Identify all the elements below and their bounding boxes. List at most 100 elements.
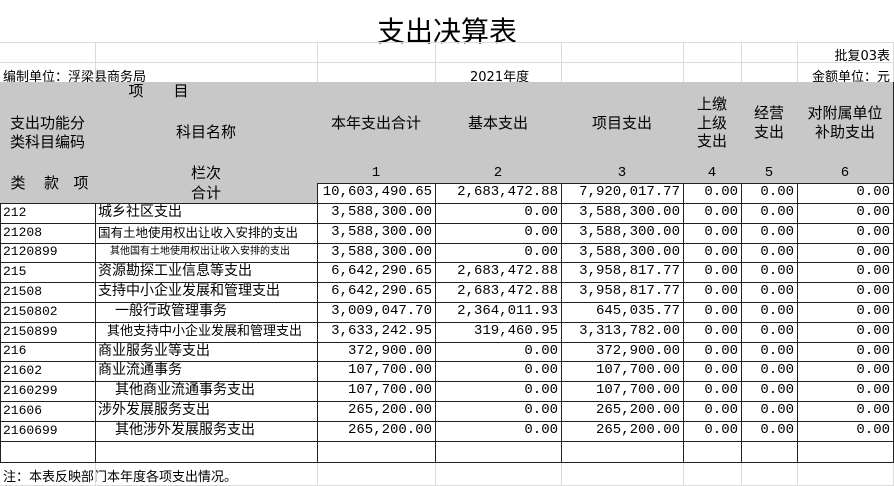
row-value: 6,642,290.65 — [317, 282, 436, 303]
row-value: 0.00 — [797, 361, 894, 382]
total-value: 7,920,017.77 — [561, 183, 684, 204]
row-value: 3,958,817.77 — [561, 262, 684, 283]
row-code: 2160699 — [0, 421, 96, 442]
row-value: 0.00 — [797, 203, 894, 224]
row-value: 3,588,300.00 — [561, 203, 684, 224]
row-value: 3,958,817.77 — [561, 282, 684, 303]
total-value: 0.00 — [797, 183, 894, 204]
column-row-label: 栏次 — [95, 164, 318, 184]
row-value: 0.00 — [741, 282, 798, 303]
currency: 金额单位：元 — [811, 70, 890, 85]
row-code: 2150802 — [0, 302, 96, 323]
row-value: 0.00 — [683, 243, 742, 263]
row-value: 3,313,782.00 — [561, 322, 684, 343]
sheet-grid — [561, 42, 562, 82]
row-value: 6,642,290.65 — [317, 262, 436, 283]
row-value: 0.00 — [741, 361, 798, 382]
row-value: 0.00 — [741, 302, 798, 323]
sheet-grid — [741, 42, 742, 82]
sheet-grid — [797, 42, 798, 82]
row-value: 0.00 — [797, 223, 894, 244]
sheet-grid — [435, 462, 436, 486]
column-header: 对附属单位补助支出 — [797, 82, 894, 165]
row-value: 0.00 — [797, 282, 894, 303]
row-code: 21208 — [0, 223, 96, 244]
row-value: 0.00 — [797, 322, 894, 343]
row-value: 0.00 — [435, 381, 562, 402]
row-value: 265,200.00 — [317, 421, 436, 442]
row-code: 2120899 — [0, 243, 96, 263]
row-name: 资源勘探工业信息等支出 — [95, 262, 318, 283]
group-header: 项 目 — [0, 82, 318, 102]
row-value: 0.00 — [435, 361, 562, 382]
row-value: 265,200.00 — [317, 401, 436, 422]
row-value: 0.00 — [435, 243, 562, 263]
column-number: 4 — [683, 164, 742, 184]
row-value: 0.00 — [797, 243, 894, 263]
row-value: 645,035.77 — [561, 302, 684, 323]
row-value: 0.00 — [741, 243, 798, 263]
row-value: 0.00 — [435, 342, 562, 362]
row-value: 0.00 — [683, 401, 742, 422]
sheet-grid — [0, 42, 894, 43]
row-code: 21602 — [0, 361, 96, 382]
class-label: 类 — [0, 164, 37, 204]
sheet-grid — [95, 42, 96, 82]
row-value: 265,200.00 — [561, 401, 684, 422]
row-value: 0.00 — [683, 381, 742, 402]
row-value: 3,588,300.00 — [317, 203, 436, 224]
sheet-grid — [797, 462, 798, 486]
sheet-grid — [317, 42, 318, 82]
row-value: 3,588,300.00 — [317, 243, 436, 263]
total-value: 2,683,472.88 — [435, 183, 562, 204]
empty-cell — [741, 441, 798, 463]
row-value: 265,200.00 — [561, 421, 684, 442]
row-value: 3,588,300.00 — [561, 223, 684, 244]
sheet-grid — [317, 462, 318, 486]
row-name: 一般行政管理事务 — [95, 302, 318, 323]
row-value: 107,700.00 — [561, 361, 684, 382]
row-value: 0.00 — [683, 421, 742, 442]
row-value: 0.00 — [435, 401, 562, 422]
row-value: 0.00 — [797, 262, 894, 283]
row-value: 107,700.00 — [317, 361, 436, 382]
row-name: 其他国有土地使用权出让收入安排的支出 — [95, 243, 318, 263]
row-value: 0.00 — [741, 381, 798, 402]
unit: 编制单位：浮梁县商务局 — [3, 70, 147, 85]
column-header: 基本支出 — [435, 82, 562, 165]
class-label: 款 — [36, 164, 68, 204]
year: 2021年度 — [470, 70, 530, 85]
total-value: 10,603,490.65 — [317, 183, 436, 204]
column-number: 2 — [435, 164, 562, 184]
row-value: 0.00 — [741, 223, 798, 244]
total-label: 合计 — [95, 183, 318, 204]
row-value: 107,700.00 — [317, 381, 436, 402]
row-value: 0.00 — [683, 262, 742, 283]
empty-cell — [435, 441, 562, 463]
row-value: 0.00 — [797, 302, 894, 323]
row-value: 0.00 — [435, 203, 562, 224]
row-name: 支持中小企业发展和管理支出 — [95, 282, 318, 303]
row-value: 0.00 — [683, 342, 742, 362]
class-label: 项 — [67, 164, 96, 204]
column-header: 项目支出 — [561, 82, 684, 165]
row-value: 2,364,011.93 — [435, 302, 562, 323]
row-value: 3,633,242.95 — [317, 322, 436, 343]
column-header: 经营支出 — [741, 82, 798, 165]
row-name: 商业流通事务 — [95, 361, 318, 382]
row-code: 21508 — [0, 282, 96, 303]
column-header: 上缴上级支出 — [683, 82, 742, 165]
row-value: 0.00 — [683, 322, 742, 343]
row-value: 0.00 — [741, 203, 798, 224]
row-value: 372,900.00 — [317, 342, 436, 362]
column-number: 3 — [561, 164, 684, 184]
sheet-grid — [683, 462, 684, 486]
row-value: 0.00 — [683, 223, 742, 244]
row-code: 2150899 — [0, 322, 96, 343]
sheet-grid — [741, 462, 742, 486]
row-name: 涉外发展服务支出 — [95, 401, 318, 422]
row-value: 0.00 — [683, 361, 742, 382]
row-value: 2,683,472.88 — [435, 262, 562, 283]
row-value: 0.00 — [741, 322, 798, 343]
